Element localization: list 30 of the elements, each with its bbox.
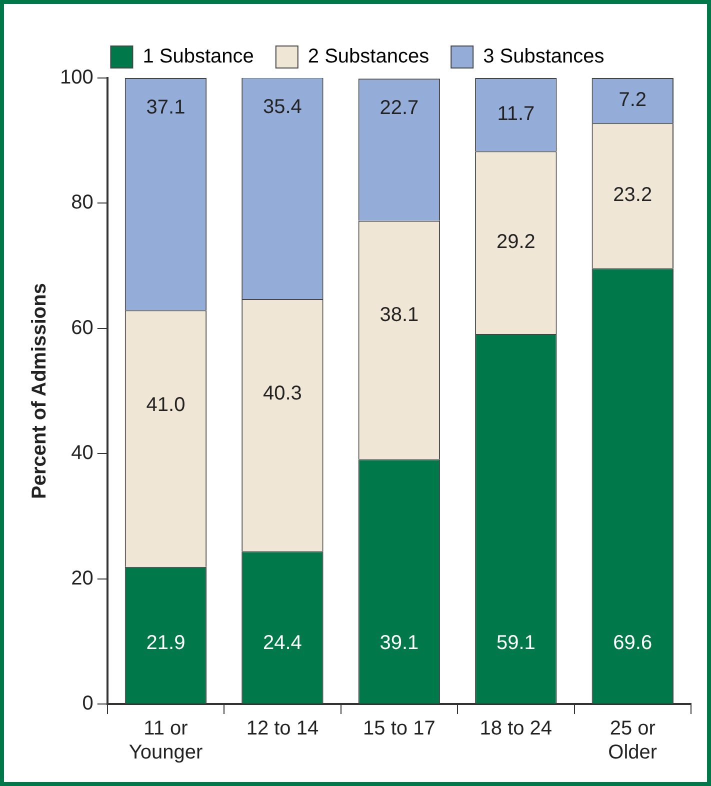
x-tick-label: 11 or Younger <box>128 718 203 764</box>
data-label: 11.7 <box>497 103 535 126</box>
x-tick-label: 18 to 24 <box>480 718 552 740</box>
data-label: 23.2 <box>613 184 652 206</box>
data-label: 39.1 <box>380 632 419 654</box>
y-axis-title: Percent of Admissions <box>28 283 51 499</box>
data-label: 21.9 <box>146 632 186 654</box>
data-label: 40.3 <box>262 382 302 404</box>
x-tick-label: 25 or Older <box>608 718 658 764</box>
data-label: 41.0 <box>146 394 186 416</box>
data-label: 38.1 <box>380 304 419 326</box>
x-tick-label: 12 to 14 <box>246 718 319 740</box>
x-tick-label: 15 to 17 <box>363 718 436 740</box>
data-label: 59.1 <box>496 632 536 654</box>
y-tick-label: 80 <box>71 192 94 214</box>
y-tick-label: 100 <box>60 66 94 89</box>
data-label: 24.4 <box>262 632 302 654</box>
legend-label: 1 Substance <box>142 46 254 68</box>
legend-label: 2 Substances <box>308 46 430 68</box>
data-label: 7.2 <box>618 89 647 112</box>
y-tick-label: 60 <box>71 316 94 339</box>
data-label: 35.4 <box>262 96 302 118</box>
y-tick-label: 40 <box>71 442 94 464</box>
data-label: 29.2 <box>496 231 536 254</box>
y-tick-label: 20 <box>71 567 94 590</box>
data-label: 69.6 <box>613 632 652 654</box>
data-label: 37.1 <box>146 96 186 119</box>
y-tick-label: 0 <box>82 692 94 715</box>
data-label: 22.7 <box>380 97 419 120</box>
legend-label: 3 Substances <box>483 46 604 68</box>
